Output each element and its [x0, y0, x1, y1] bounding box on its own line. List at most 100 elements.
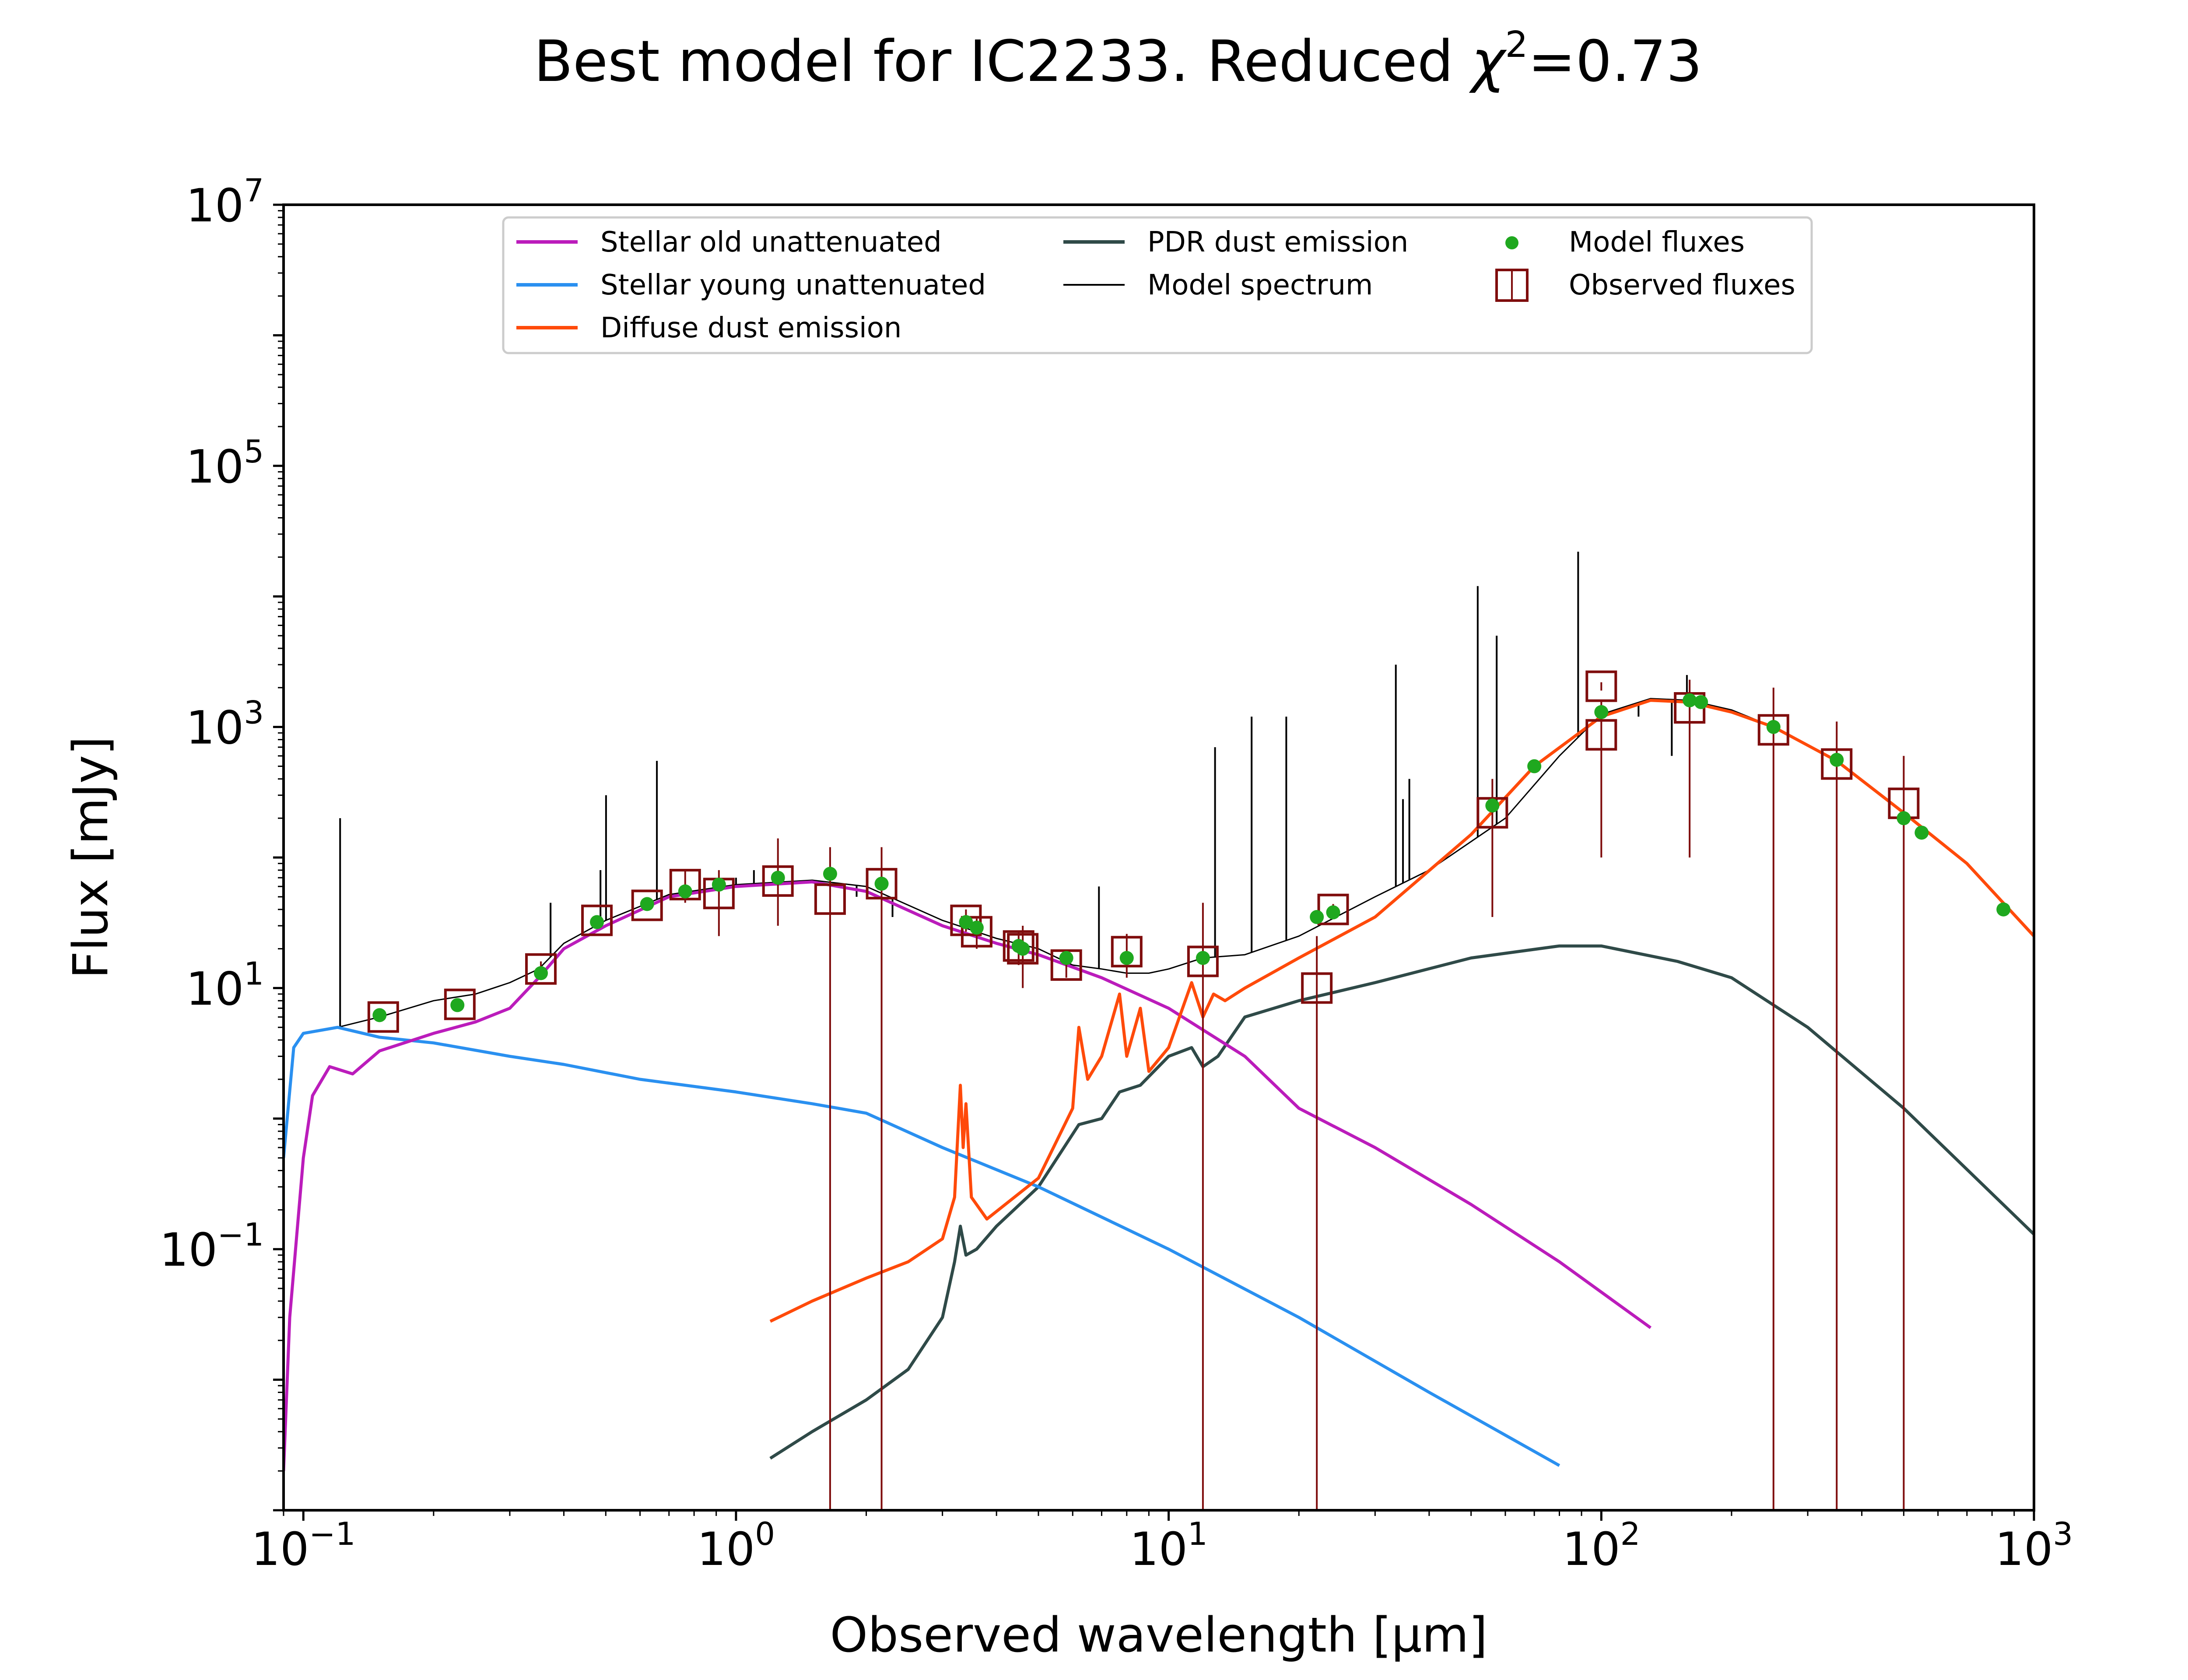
model-flux-point: [1694, 695, 1708, 709]
x-tick-base: 10: [1130, 1522, 1188, 1576]
legend-label-model-spectrum: Model spectrum: [1147, 269, 1373, 301]
title-suffix: =0.73: [1528, 28, 1702, 94]
model-flux-point: [1914, 826, 1929, 840]
y-tick-label: 107: [186, 172, 264, 232]
observed-flux-marker: [1757, 714, 1789, 746]
x-tick-label: 10−1: [251, 1516, 355, 1576]
y-tick-label: 101: [186, 955, 264, 1015]
x-tick-base: 10: [1562, 1522, 1620, 1576]
y-tick-exp: 5: [244, 433, 264, 470]
title-prefix: Best model for IC2233. Reduced: [534, 28, 1472, 94]
y-tick-exp: −1: [217, 1216, 264, 1253]
y-tick-label: 103: [186, 694, 264, 755]
title-chi: χ: [1469, 28, 1507, 94]
model-flux-point: [823, 867, 837, 881]
x-tick-exp: 0: [755, 1516, 775, 1552]
legend-entry-pdr-dust: PDR dust emission: [1063, 226, 1408, 259]
legend-label-stellar-young: Stellar young unattenuated: [600, 269, 986, 301]
y-tick-base: 10: [186, 440, 244, 494]
observed-flux-marker: [367, 1001, 399, 1033]
y-tick-base: 10: [186, 179, 244, 232]
y-tick-exp: 7: [244, 172, 264, 209]
legend-label-pdr-dust: PDR dust emission: [1147, 226, 1408, 259]
observed-flux-marker: [950, 904, 982, 936]
model-flux-point: [874, 876, 889, 891]
series-line-stellar-young: [284, 1026, 1560, 1467]
model-flux-point: [1119, 951, 1134, 965]
observed-flux-marker: [814, 883, 846, 915]
model-flux-point: [1766, 720, 1781, 734]
model-flux-point: [678, 884, 692, 899]
legend-box: [502, 216, 1813, 354]
observed-flux-marker: [1821, 748, 1853, 780]
model-flux-point: [959, 915, 973, 929]
series-layer: [284, 552, 2034, 1471]
observed-flux-marker: [1585, 719, 1617, 751]
chart-title: Best model for IC2233. Reduced χ2=0.73: [534, 24, 1702, 94]
x-tick-exp: −1: [309, 1516, 355, 1552]
observed-flux-marker: [1476, 797, 1508, 829]
x-tick-exp: 2: [1620, 1516, 1641, 1552]
y-tick-base: 10: [186, 962, 244, 1015]
y-tick-label: 105: [186, 433, 264, 494]
title-sup: 2: [1505, 24, 1528, 66]
x-tick-base: 10: [251, 1522, 309, 1576]
legend-entry-diffuse-dust: Diffuse dust emission: [516, 312, 901, 344]
model-flux-point: [372, 1008, 387, 1022]
series-line-diffuse-dust: [769, 699, 2034, 1323]
legend-label-model-fluxes: Model fluxes: [1569, 226, 1745, 259]
model-flux-point: [1310, 910, 1324, 924]
model-flux-point: [590, 915, 604, 929]
observed-flux-marker: [1050, 949, 1082, 981]
legend-entry-model-fluxes: Model fluxes: [1505, 226, 1745, 259]
model-flux-point: [1897, 811, 1911, 826]
legend-swatch-model-fluxes: [1505, 236, 1518, 249]
y-tick-label: 10−1: [160, 1216, 264, 1277]
x-tick-base: 10: [1995, 1522, 2053, 1576]
y-tick-exp: 3: [244, 694, 264, 731]
model-flux-point: [969, 920, 984, 935]
observed-flux-marker: [1187, 945, 1219, 977]
observed-flux-marker: [444, 988, 476, 1020]
x-tick-label: 100: [697, 1516, 775, 1576]
model-flux-point: [1830, 752, 1844, 767]
model-flux-point: [1016, 942, 1030, 956]
model-flux-point: [1683, 693, 1697, 707]
legend-entry-stellar-young: Stellar young unattenuated: [516, 269, 986, 301]
model-flux-point: [1996, 902, 2011, 917]
x-axis-label: Observed wavelength [μm]: [830, 1607, 1488, 1663]
legend-entry-observed-fluxes: Observed fluxes: [1495, 269, 1795, 302]
model-flux-point: [712, 877, 726, 892]
observed-flux-marker: [866, 868, 898, 900]
model-flux-point: [1326, 905, 1340, 920]
observed-flux-marker: [581, 904, 613, 936]
series-line-pdr-dust: [769, 944, 2034, 1460]
x-tick-exp: 3: [2053, 1516, 2073, 1552]
model-flux-point: [450, 998, 465, 1012]
observed-flux-marker: [762, 865, 794, 897]
legend-label-observed-fluxes: Observed fluxes: [1569, 269, 1795, 301]
y-tick-exp: 1: [244, 955, 264, 992]
model-flux-point: [1196, 951, 1210, 965]
observed-flux-marker: [1007, 933, 1039, 965]
observed-flux-marker: [525, 953, 557, 985]
legend-entry-model-spectrum: Model spectrum: [1063, 269, 1373, 301]
x-tick-base: 10: [697, 1522, 755, 1576]
legend-label-stellar-old: Stellar old unattenuated: [600, 226, 942, 259]
model-flux-point: [1059, 951, 1073, 965]
observed-flux-marker: [1111, 936, 1143, 968]
legend-label-diffuse-dust: Diffuse dust emission: [600, 312, 901, 344]
observed-flux-marker: [961, 916, 992, 948]
series-line-model-spectrum: [284, 698, 2034, 1158]
model-flux-point: [640, 897, 654, 911]
x-tick-label: 102: [1562, 1516, 1640, 1576]
y-axis-label: Flux [mJy]: [63, 736, 119, 979]
x-tick-label: 103: [1995, 1516, 2073, 1576]
legend-entry-stellar-old: Stellar old unattenuated: [516, 226, 942, 259]
model-flux-point: [771, 871, 785, 885]
observed-flux-marker: [1301, 972, 1333, 1004]
points-layer: [367, 670, 2011, 1510]
legend: Stellar old unattenuated Stellar young u…: [502, 216, 1813, 354]
